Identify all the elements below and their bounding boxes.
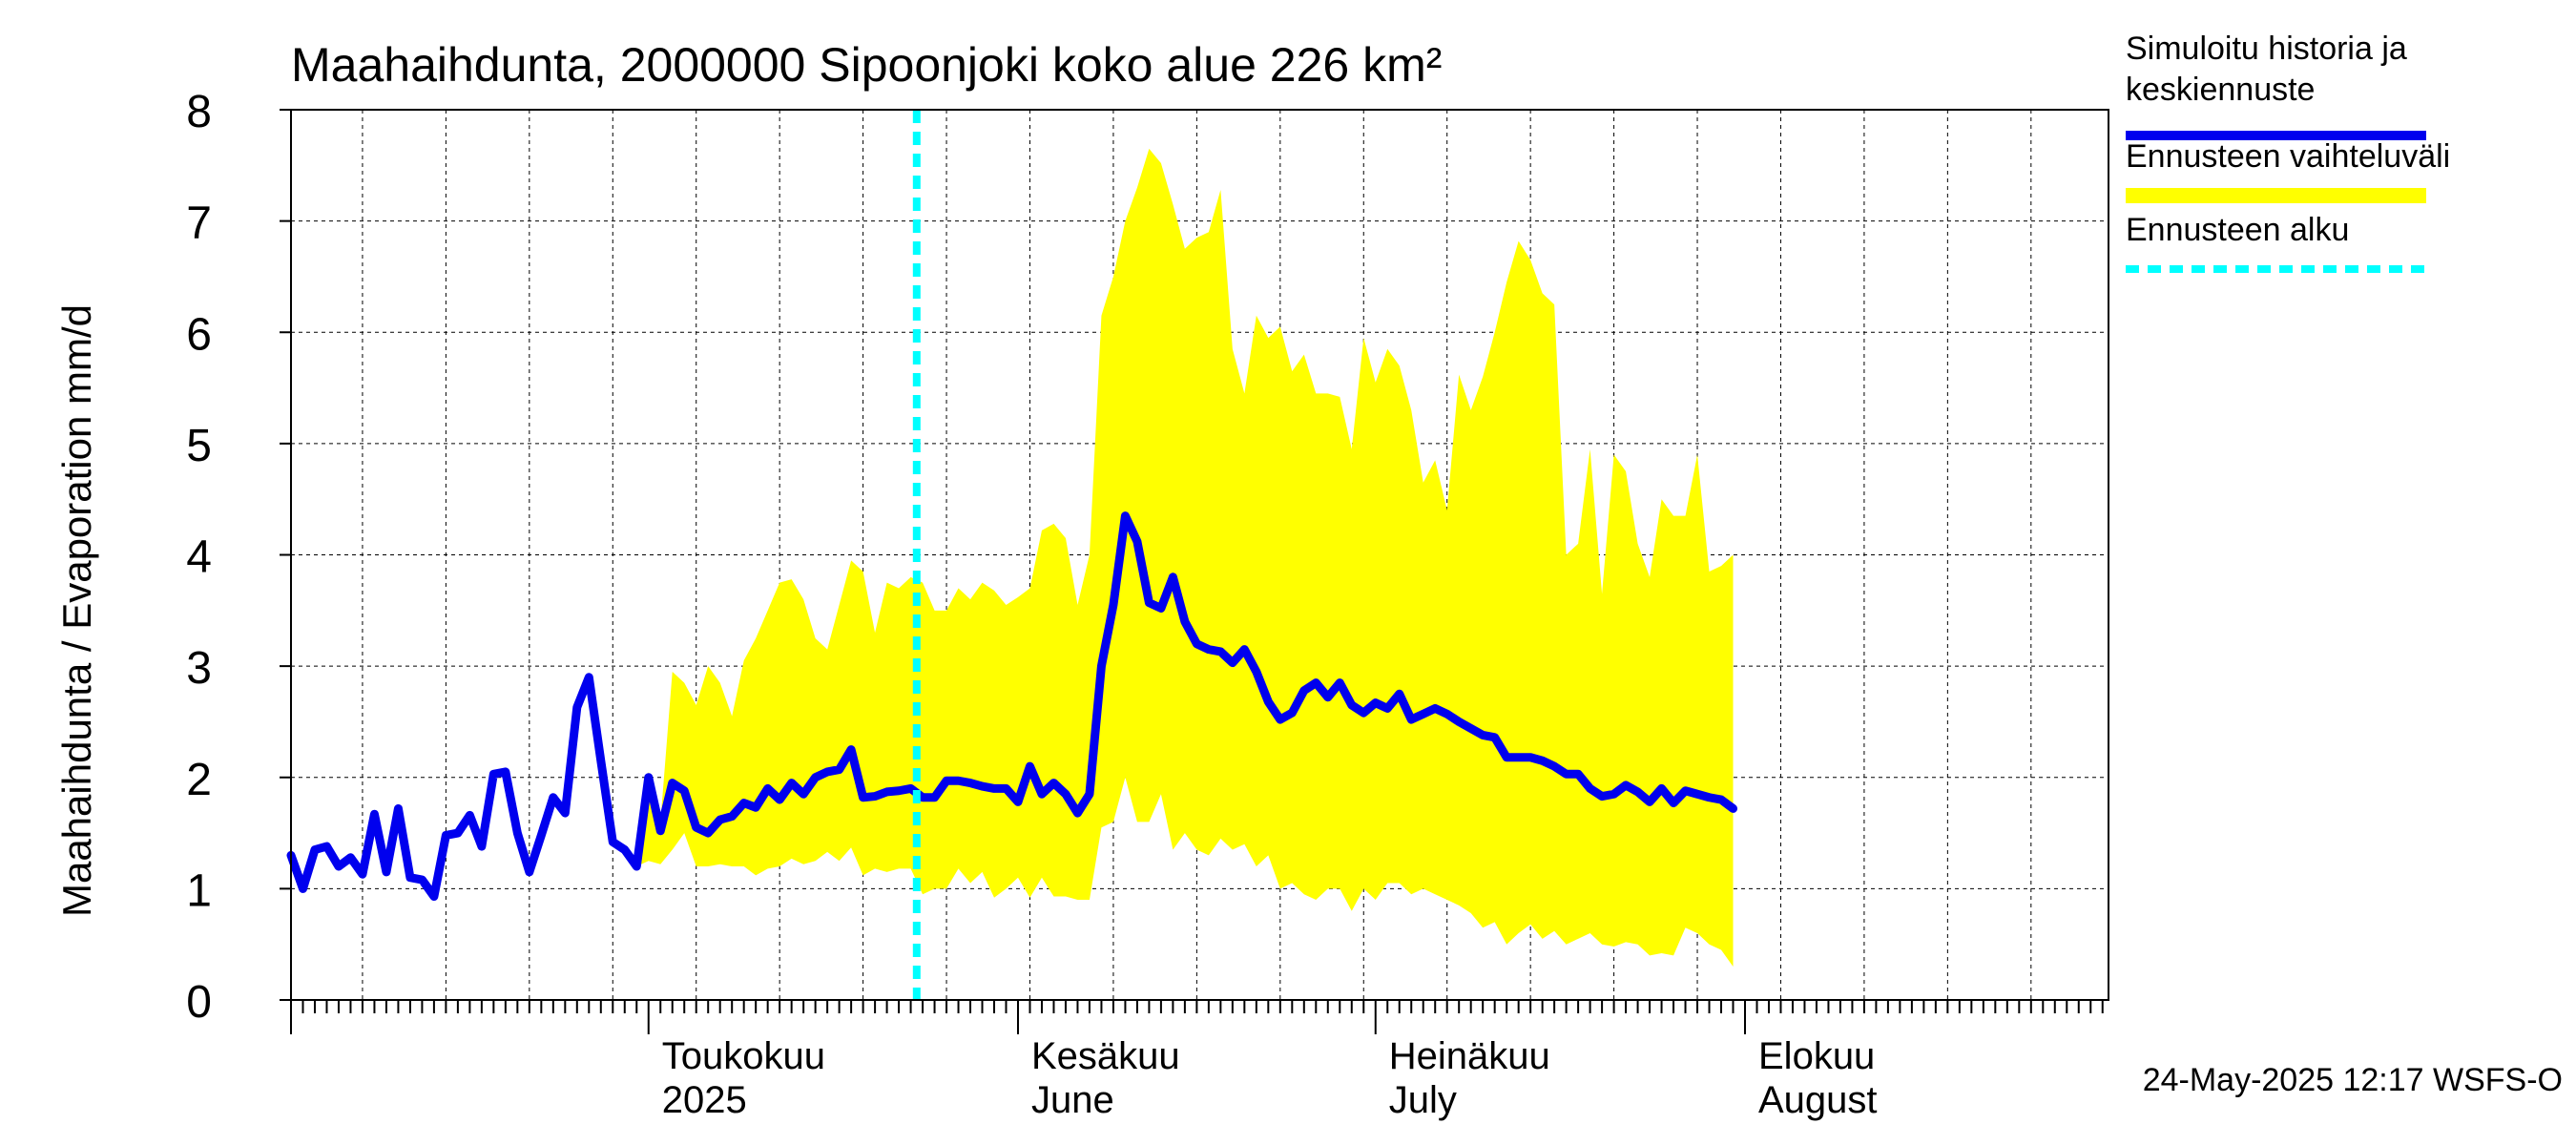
legend-label: Ennusteen vaihteluväli — [2126, 138, 2450, 175]
y-tick-label: 5 — [186, 421, 212, 471]
y-tick-label: 2 — [186, 755, 212, 805]
series-line — [286, 511, 1738, 902]
x-month-label-secondary: June — [1031, 1079, 1114, 1121]
y-tick-label: 7 — [186, 198, 212, 249]
legend-label: Ennusteen alku — [2126, 212, 2349, 248]
x-month-label: Heinäkuu — [1389, 1035, 1550, 1077]
y-tick-label: 4 — [186, 532, 212, 583]
y-tick-label: 8 — [186, 87, 212, 137]
forecast-range-band — [636, 148, 1734, 968]
y-tick-label: 3 — [186, 643, 212, 694]
chart-title: Maahaihdunta, 2000000 Sipoonjoki koko al… — [291, 38, 1442, 92]
y-tick-label: 6 — [186, 309, 212, 360]
x-month-label: Kesäkuu — [1031, 1035, 1180, 1077]
x-month-label-secondary: July — [1389, 1079, 1457, 1121]
x-month-label-secondary: 2025 — [662, 1079, 747, 1121]
series-layer — [286, 511, 1738, 902]
y-tick-label: 1 — [186, 865, 212, 916]
legend: Simuloitu historia ja keskiennuste Ennuste… — [2126, 31, 2450, 273]
y-tick-label: 0 — [186, 977, 212, 1028]
x-month-label-secondary: August — [1758, 1079, 1878, 1121]
y-axis-label: Maahaihdunta / Evaporation mm/d — [54, 304, 99, 917]
legend-label: Simuloitu historia ja — [2126, 31, 2407, 67]
y-axis: 0 1 2 3 4 5 6 7 8 — [186, 87, 291, 1028]
x-month-label: Toukokuu — [662, 1035, 825, 1077]
timestamp: 24-May-2025 12:17 WSFS-O — [2143, 1062, 2563, 1098]
x-month-label: Elokuu — [1758, 1035, 1875, 1077]
forecast-range-area — [636, 148, 1734, 968]
legend-label: keskiennuste — [2126, 72, 2315, 108]
